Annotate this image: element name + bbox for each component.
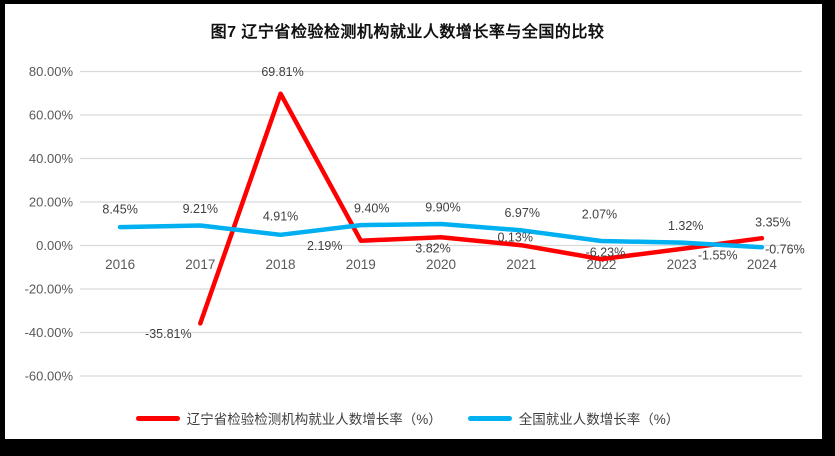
legend-swatch-red-line [135, 415, 180, 421]
legend-label: 辽宁省检验检测机构就业人数增长率（%） [186, 412, 442, 427]
chart-title: 图7 辽宁省检验检测机构就业人数增长率与全国的比较 [210, 24, 605, 41]
legend-item-liaoning[interactable]: 辽宁省检验检测机构就业人数增长率（%） [135, 408, 442, 428]
x-axis-tick-label: 2018 [266, 257, 296, 272]
data-label: 69.81% [261, 65, 303, 79]
y-axis-tick-label: 0.00% [36, 238, 73, 253]
chart-legend: 辽宁省检验检测机构就业人数增长率（%） 全国就业人数增长率（%） [0, 407, 815, 429]
frame-border-top [0, 0, 835, 4]
national-series-line[interactable] [117, 221, 765, 250]
data-label: 3.82% [415, 242, 450, 256]
data-label: 2.19% [307, 239, 342, 253]
data-label: -0.76% [765, 243, 805, 257]
liaoning-series-line[interactable] [198, 91, 765, 326]
data-label: 1.32% [668, 219, 703, 233]
frame-border-bottom [0, 439, 835, 456]
data-label: 9.40% [354, 202, 389, 216]
data-label: 2.07% [582, 207, 617, 221]
y-axis-tick-label: -40.00% [25, 325, 74, 340]
data-label: -1.55% [698, 248, 738, 262]
x-axis-tick-label: 2021 [506, 257, 536, 272]
x-axis-tick-label: 2024 [747, 257, 778, 272]
x-axis-tick-label: 2022 [586, 257, 616, 272]
data-label: 9.21% [183, 202, 218, 216]
data-label: 6.97% [504, 206, 539, 220]
legend-swatch-blue-line [467, 415, 512, 421]
x-axis-tick-label: 2017 [185, 257, 215, 272]
y-axis-tick-label: -60.00% [25, 369, 74, 384]
data-label: 9.90% [425, 200, 460, 214]
frame-border-right [822, 0, 835, 456]
y-axis-tick-label: 40.00% [29, 151, 74, 166]
legend-item-national[interactable]: 全国就业人数增长率（%） [467, 408, 680, 428]
data-label: 3.35% [755, 216, 790, 230]
x-axis-tick-label: 2023 [667, 257, 697, 272]
y-axis-tick-label: -20.00% [25, 282, 74, 297]
x-axis-tick-label: 2019 [346, 257, 376, 272]
data-label: 4.91% [263, 209, 298, 223]
data-label: 0.13% [497, 231, 532, 245]
y-axis-tick-label: 60.00% [29, 108, 74, 123]
data-label: -35.81% [145, 327, 192, 341]
legend-label: 全国就业人数增长率（%） [518, 412, 680, 427]
y-axis-tick-label: 80.00% [29, 64, 74, 79]
frame-border-left [0, 0, 5, 439]
y-axis-tick-label: 20.00% [29, 195, 74, 210]
x-axis-tick-label: 2016 [105, 257, 135, 272]
data-label: -6.23% [586, 246, 626, 260]
x-axis-tick-label: 2020 [426, 257, 456, 272]
data-label: 8.45% [102, 203, 137, 217]
